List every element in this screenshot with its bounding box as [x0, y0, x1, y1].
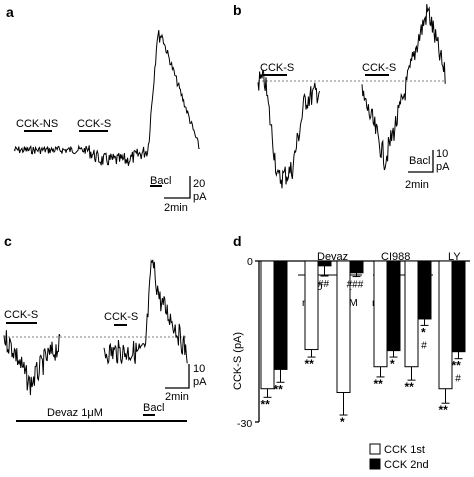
- scale-a-y: 20: [193, 178, 205, 190]
- panel-a-label: a: [6, 4, 14, 20]
- panel-b-label: b: [233, 2, 242, 18]
- scale-b-y: 10: [436, 148, 448, 160]
- y-tick-label-30: -30: [237, 418, 252, 430]
- bar: [349, 260, 364, 274]
- significance-star: *: [340, 415, 345, 429]
- bar: [451, 260, 466, 353]
- event-cck-s-b1: CCK-S: [260, 62, 294, 74]
- event-bacl-b: Bacl: [409, 155, 430, 167]
- scale-c-y: 10: [193, 363, 205, 375]
- group-label: Devaz: [317, 251, 348, 263]
- legend-label-2nd: CCK 2nd: [384, 459, 429, 471]
- event-cck-s: CCK-S: [77, 118, 111, 130]
- bar: [273, 260, 288, 370]
- group-label: CI988: [381, 251, 410, 263]
- bar: [260, 260, 275, 390]
- legend-swatch-2nd: [369, 458, 381, 470]
- significance-star: **: [452, 359, 462, 373]
- significance-hash: #: [421, 340, 427, 351]
- bar: [304, 260, 319, 351]
- legend-swatch-1st: [369, 443, 381, 455]
- significance-star: **: [374, 377, 384, 391]
- scale-bar-a: [164, 176, 191, 199]
- scale-b-x: 2min: [405, 179, 429, 191]
- scale-a-unit: pA: [193, 191, 207, 203]
- panel-c-label: c: [4, 233, 12, 249]
- bar: [438, 260, 453, 390]
- trace-c: [3, 259, 188, 396]
- bar: [404, 260, 419, 368]
- scale-a-x: 2min: [164, 202, 188, 214]
- significance-star: *: [390, 357, 395, 371]
- event-cck-ns: CCK-NS: [16, 118, 58, 130]
- event-cck-s-c1: CCK-S: [4, 309, 38, 321]
- bath-devaz: Devaz 1μM: [47, 407, 103, 419]
- scale-c-x: 2min: [165, 391, 189, 403]
- panel-c: c CCK-S CCK-S Bacl Devaz 1μM 10 pA 2min: [3, 233, 207, 422]
- significance-hash: #: [455, 374, 461, 385]
- event-bacl: Bacl: [150, 175, 171, 187]
- y-axis-label: CCK-S (pA): [232, 332, 244, 390]
- event-bacl-c: Bacl: [143, 402, 164, 414]
- significance-star: **: [274, 382, 284, 396]
- significance-star: *: [421, 325, 426, 339]
- y-tick-label-0: 0: [247, 256, 253, 268]
- event-cck-s-c2: CCK-S: [104, 311, 138, 323]
- trace-b: [257, 4, 446, 189]
- scale-b-unit: pA: [436, 161, 450, 173]
- bar: [417, 260, 432, 320]
- significance-star: **: [405, 380, 415, 394]
- panel-a: a CCK-NS CCK-S Bacl 20 pA 2min: [6, 4, 207, 214]
- panel-d-label: d: [233, 233, 242, 249]
- group-label: LY: [448, 251, 461, 263]
- bar: [386, 260, 401, 352]
- panel-b: b CCK-S CCK-S 10 pA Bacl 2min: [233, 2, 450, 191]
- significance-hash: ##: [318, 279, 330, 290]
- scale-bar-b: [408, 150, 434, 173]
- significance-hash: ###: [347, 280, 364, 291]
- event-cck-s-b2: CCK-S: [362, 62, 396, 74]
- significance-star: **: [439, 403, 449, 417]
- scale-bar-c: [165, 364, 190, 389]
- legend-label-1st: CCK 1st: [384, 444, 425, 456]
- significance-star: **: [261, 397, 271, 411]
- trace-a: [13, 30, 200, 166]
- bar: [373, 260, 388, 368]
- bar: [317, 260, 332, 267]
- scale-c-unit: pA: [193, 376, 207, 388]
- significance-star: **: [305, 357, 315, 371]
